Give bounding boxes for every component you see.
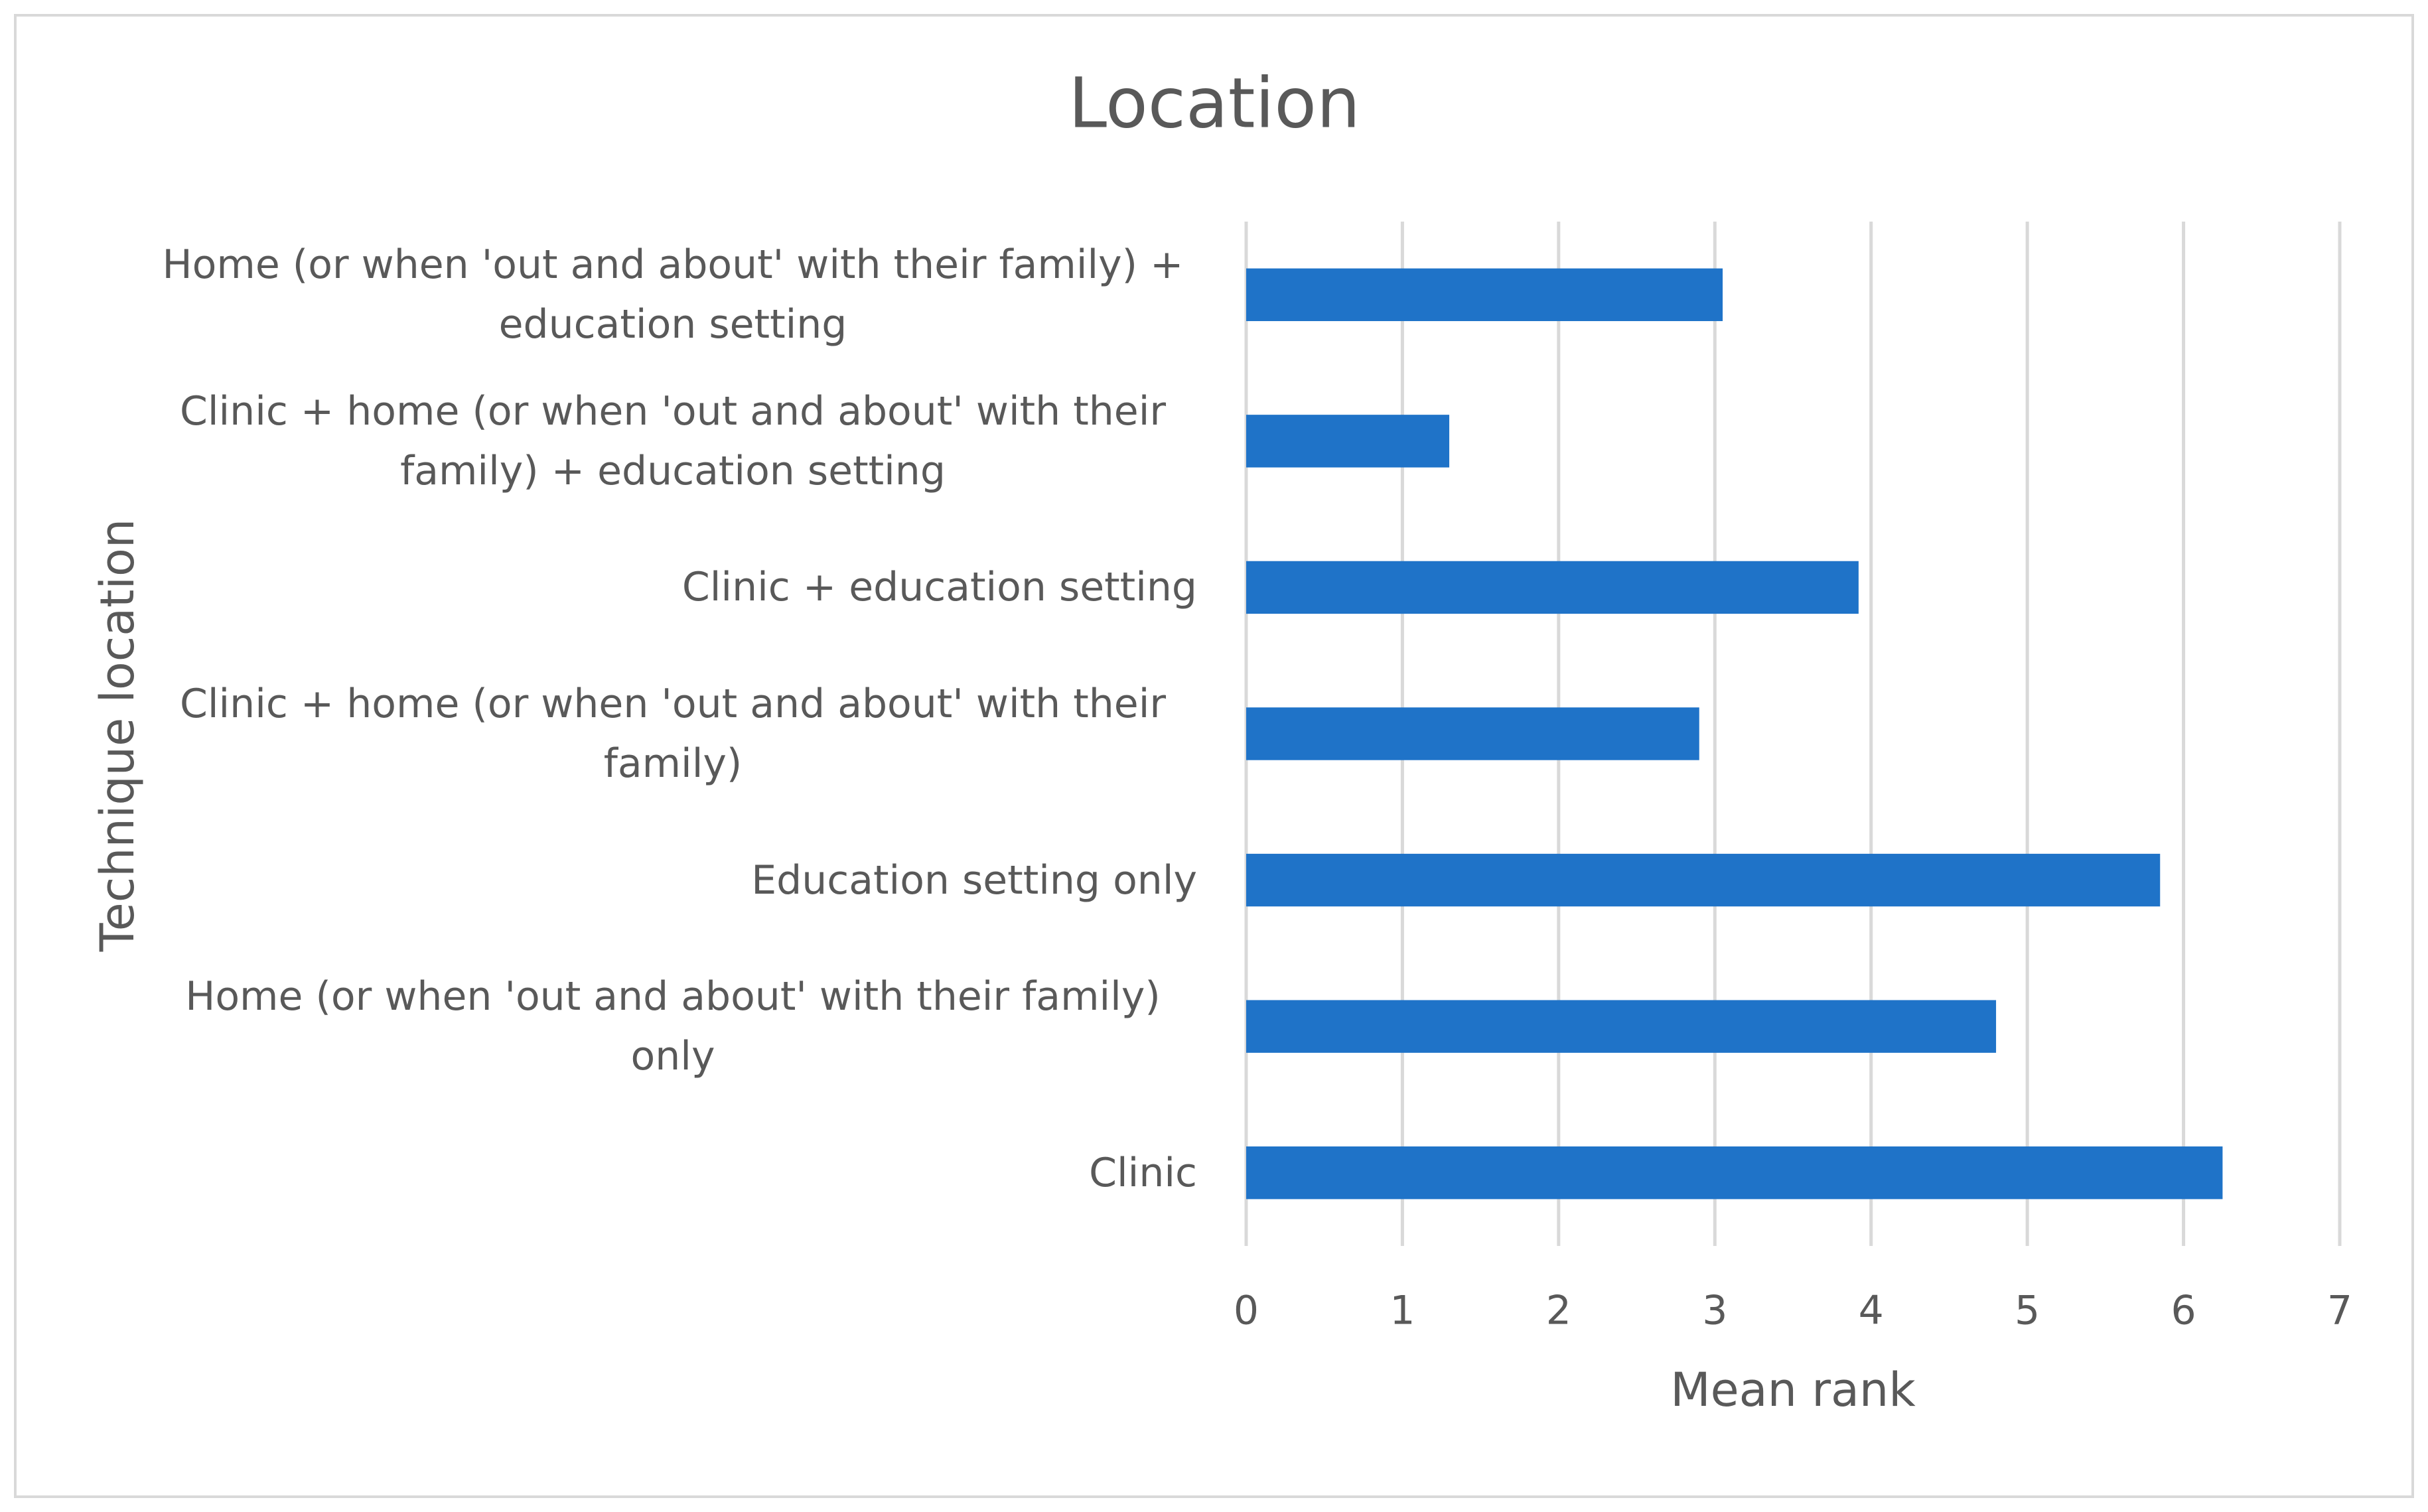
x-tick-label: 5 (2015, 1288, 2040, 1334)
x-tick-label: 2 (1546, 1288, 1571, 1334)
y-tick-label: Clinic (66, 1099, 1197, 1246)
category-text: Home (or when 'out and about' with their… (185, 973, 1161, 1080)
bar (1246, 268, 1723, 321)
category-text: Education setting only (751, 857, 1197, 904)
category-text: Home (or when 'out and about' with their… (162, 241, 1184, 348)
category-text: Clinic + education setting (681, 564, 1197, 611)
y-tick-label: Clinic + education setting (66, 514, 1197, 661)
y-axis-label: Technique location (90, 519, 145, 952)
bar (1246, 415, 1450, 468)
bar (1246, 1146, 2223, 1200)
y-tick-label: Home (or when 'out and about' with their… (66, 953, 1197, 1100)
y-tick-label: Home (or when 'out and about' with their… (66, 222, 1197, 368)
category-text: Clinic + home (or when 'out and about' w… (179, 680, 1167, 787)
x-axis-label: Mean rank (1670, 1363, 1916, 1417)
bar (1246, 707, 1699, 760)
x-tick-label: 1 (1390, 1288, 1415, 1334)
bar (1246, 1000, 1997, 1053)
category-text: Clinic + home (or when 'out and about' w… (179, 387, 1167, 494)
x-tick-label: 7 (2327, 1288, 2352, 1334)
y-tick-label: Clinic + home (or when 'out and about' w… (66, 661, 1197, 807)
chart-title: Location (1068, 62, 1360, 143)
y-tick-label: Clinic + home (or when 'out and about' w… (66, 368, 1197, 515)
x-tick-label: 3 (1702, 1288, 1727, 1334)
chart-border (14, 14, 2414, 1498)
x-tick-label: 6 (2171, 1288, 2196, 1334)
y-tick-label: Education setting only (66, 807, 1197, 953)
x-tick-label: 0 (1234, 1288, 1259, 1334)
bar (1246, 561, 1859, 614)
category-text: Clinic (1089, 1149, 1197, 1196)
x-tick-label: 4 (1859, 1288, 1884, 1334)
bar (1246, 853, 2161, 907)
